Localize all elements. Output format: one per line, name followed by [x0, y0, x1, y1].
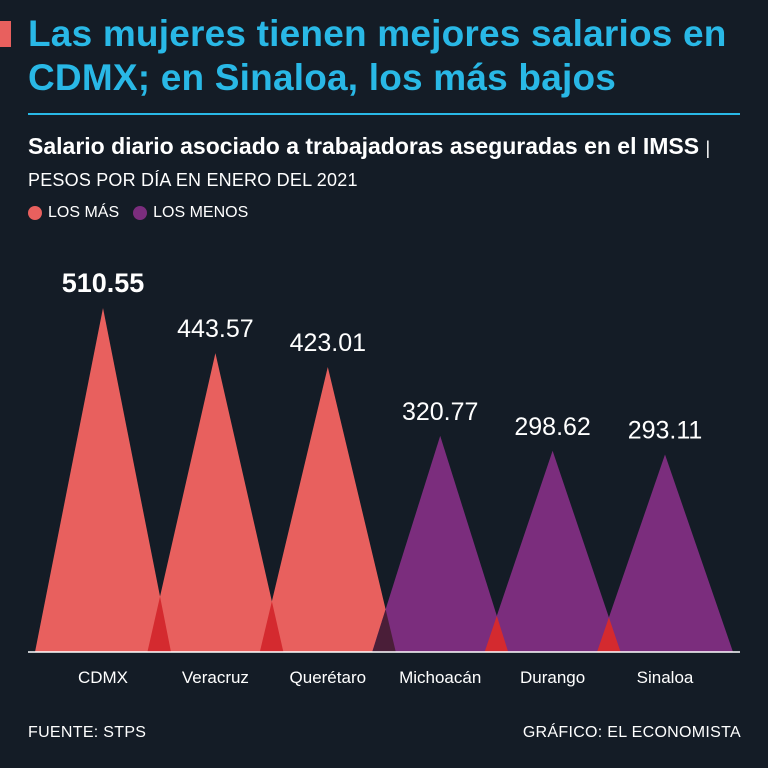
value-label: 443.57 — [177, 315, 253, 343]
title-accent-bar — [0, 21, 11, 47]
overlap-region — [147, 596, 171, 652]
triangle-bar-querétaro — [259, 366, 396, 652]
overlap-region — [484, 615, 509, 652]
category-label: Durango — [520, 668, 585, 687]
triangle-bar-sinaloa — [597, 454, 733, 652]
overlap-region — [372, 609, 396, 652]
triangle-bar-veracruz — [147, 353, 284, 652]
category-label: Sinaloa — [637, 668, 694, 687]
legend-label-high: LOS MÁS — [48, 204, 120, 221]
legend-item-low: LOS MENOS — [133, 204, 248, 222]
category-label: Michoacán — [399, 668, 481, 687]
legend-label-low: LOS MENOS — [153, 204, 249, 221]
subtitle-unit: | PESOS POR DÍA EN ENERO DEL 2021 — [28, 138, 711, 190]
category-label: CDMX — [78, 668, 128, 687]
overlap-region — [597, 617, 621, 652]
legend-dot-low — [133, 206, 148, 220]
value-label: 423.01 — [290, 329, 366, 357]
chart-subtitle: Salario diario asociado a trabajadoras a… — [28, 131, 748, 195]
page-title: Las mujeres tienen mejores salarios en C… — [28, 13, 727, 98]
value-label: 320.77 — [402, 398, 478, 426]
credit-note: GRÁFICO: EL ECONOMISTA — [522, 724, 741, 741]
value-label: 298.62 — [514, 413, 590, 441]
source-note: FUENTE: STPS — [28, 724, 147, 741]
value-label: 510.55 — [62, 268, 145, 298]
triangle-bar-durango — [484, 450, 621, 652]
legend: LOS MÁS LOS MENOS — [28, 203, 262, 223]
value-label: 293.11 — [628, 417, 703, 445]
category-label: Veracruz — [182, 668, 249, 687]
legend-item-high: LOS MÁS — [28, 204, 119, 222]
triangle-bar-cdmx — [35, 308, 171, 652]
category-label: Querétaro — [290, 668, 367, 687]
overlap-region — [259, 601, 284, 652]
title-divider — [28, 113, 740, 115]
triangle-bar-michoacán — [372, 435, 509, 652]
subtitle-text: Salario diario asociado a trabajadoras a… — [28, 133, 700, 159]
legend-dot-high — [28, 206, 42, 220]
